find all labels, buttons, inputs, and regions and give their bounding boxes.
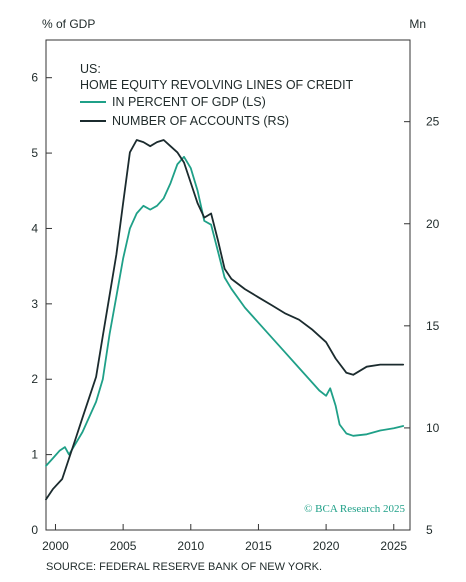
chart-title-line-1: US: (80, 62, 101, 76)
left-tick-label: 2 (31, 372, 38, 386)
right-axis-label: Mn (409, 17, 426, 31)
x-tick-label: 2010 (177, 539, 204, 553)
left-axis-label: % of GDP (42, 17, 95, 31)
right-tick-label: 15 (426, 319, 440, 333)
credit-text: © BCA Research 2025 (304, 503, 405, 515)
left-tick-label: 6 (31, 71, 38, 85)
left-tick-label: 3 (31, 297, 38, 311)
plot-frame (45, 39, 411, 531)
x-tick-label: 2005 (110, 539, 137, 553)
right-tick-label: 25 (426, 115, 440, 129)
series-line-gdp (45, 155, 405, 467)
chart-title-line-2: HOME EQUITY REVOLVING LINES OF CREDIT (80, 78, 354, 92)
x-tick-label: 2020 (313, 539, 340, 553)
left-tick-label: 5 (31, 146, 38, 160)
series-lines (45, 139, 405, 501)
left-tick-label: 4 (31, 221, 38, 235)
left-tick-label: 1 (31, 448, 38, 462)
right-tick-label: 5 (426, 523, 433, 537)
series-line-accounts (45, 139, 405, 501)
x-tick-label: 2000 (42, 539, 69, 553)
left-tick-label: 0 (31, 523, 38, 537)
right-tick-label: 10 (426, 421, 440, 435)
legend-label-gdp: IN PERCENT OF GDP (LS) (112, 95, 266, 109)
legend-label-accounts: NUMBER OF ACCOUNTS (RS) (112, 114, 289, 128)
x-tick-label: 2025 (380, 539, 407, 553)
right-tick-label: 20 (426, 217, 440, 231)
x-tick-label: 2015 (245, 539, 272, 553)
source-note: SOURCE: FEDERAL RESERVE BANK OF NEW YORK… (46, 561, 322, 573)
